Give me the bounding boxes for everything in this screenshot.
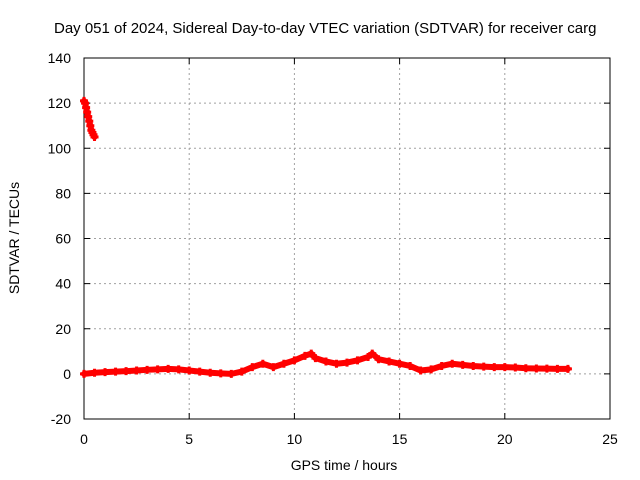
y-tick-label: -20 — [51, 411, 71, 427]
y-tick-label: 0 — [63, 366, 71, 382]
series-band — [81, 350, 571, 377]
data-points — [80, 96, 572, 378]
y-axis-label: SDTVAR / TECUs — [6, 182, 22, 294]
y-tick-label: 60 — [55, 231, 71, 247]
y-tick-label: 100 — [48, 140, 72, 156]
tick-marks — [83, 57, 611, 420]
y-tick-label: 40 — [55, 276, 71, 292]
x-tick-label: 5 — [185, 431, 193, 447]
chart-title: Day 051 of 2024, Sidereal Day-to-day VTE… — [54, 20, 596, 37]
y-tick-label: 80 — [55, 185, 71, 201]
y-tick-label: 140 — [48, 50, 72, 66]
y-tick-label: 120 — [48, 95, 72, 111]
y-tick-label: 20 — [55, 321, 71, 337]
x-axis-label: GPS time / hours — [291, 457, 398, 473]
x-tick-label: 25 — [602, 431, 618, 447]
x-tick-label: 20 — [497, 431, 513, 447]
x-tick-label: 0 — [80, 431, 88, 447]
series-band — [81, 97, 98, 140]
x-tick-label: 15 — [392, 431, 408, 447]
x-tick-label: 10 — [287, 431, 303, 447]
x-tick-labels: 0 5 10 15 20 25 — [80, 431, 618, 447]
y-tick-labels: -20 0 20 40 60 80 100 120 140 — [48, 50, 72, 427]
